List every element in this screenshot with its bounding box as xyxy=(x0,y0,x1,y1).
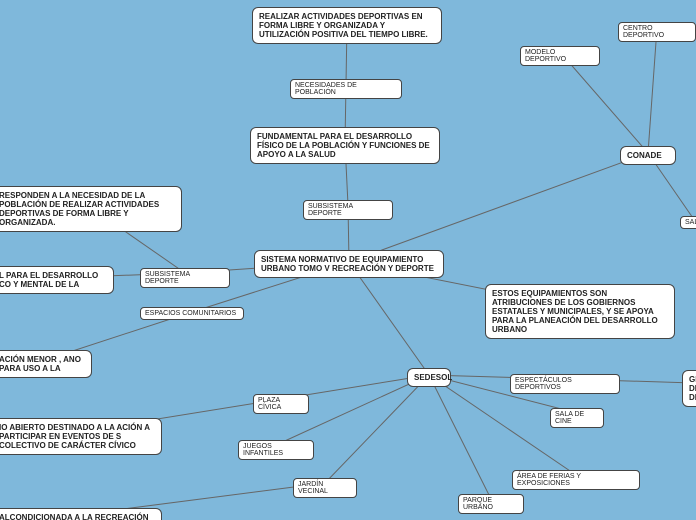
node-n_juegos[interactable]: JUEGOS INFANTILES xyxy=(238,440,314,460)
node-n_equip[interactable]: ESTOS EQUIPAMIENTOS SON ATRIBUCIONES DE … xyxy=(485,284,675,339)
node-n_conade[interactable]: CONADE xyxy=(620,146,676,165)
node-n_subsdep1[interactable]: SUBSISTEMA DEPORTE xyxy=(303,200,393,220)
node-n_espcom[interactable]: ESPACIOS COMUNITARIOS xyxy=(140,307,244,320)
node-n_abierto[interactable]: IO ABIERTO DESTINADO A LA ACIÓN A PARTIC… xyxy=(0,418,162,455)
node-n_jardin[interactable]: JARDÍN VECINAL xyxy=(293,478,357,498)
node-n_subsdep2[interactable]: SUBSISTEMA DEPORTE xyxy=(140,268,230,288)
node-n_resp[interactable]: RESPONDEN A LA NECESIDAD DE LA POBLACIÓN… xyxy=(0,186,182,232)
node-n_espect[interactable]: ESPECTÁCULOS DEPORTIVOS xyxy=(510,374,620,394)
node-n_desfm[interactable]: L PARA EL DESARROLLO CO Y MENTAL DE LA xyxy=(0,266,114,294)
node-n_sedesol[interactable]: SEDESOL xyxy=(407,368,451,387)
node-n_gr[interactable]: GR DE DIV xyxy=(682,370,696,407)
node-n_title[interactable]: REALIZAR ACTIVIDADES DEPORTIVAS EN FORMA… xyxy=(252,7,442,44)
node-n_sistema[interactable]: SISTEMA NORMATIVO DE EQUIPAMIENTO URBANO… xyxy=(254,250,444,278)
node-n_sala[interactable]: SALA DE CINE xyxy=(550,408,604,428)
node-n_centro[interactable]: CENTRO DEPORTIVO xyxy=(618,22,696,42)
node-n_salon[interactable]: SALÓN xyxy=(680,216,696,229)
node-n_menor[interactable]: ACIÓN MENOR , ANO PARA USO A LA xyxy=(0,350,92,378)
node-n_acond[interactable]: ALCONDICIONADA A LA RECREACIÓN xyxy=(0,508,162,520)
node-n_plaza[interactable]: PLAZA CÍVICA xyxy=(253,394,309,414)
node-n_neces[interactable]: NECESIDADES DE POBLACIÓN xyxy=(290,79,402,99)
node-n_modelo[interactable]: MODELO DEPORTIVO xyxy=(520,46,600,66)
node-n_ferias[interactable]: ÁREA DE FERIAS Y EXPOSICIONES xyxy=(512,470,640,490)
node-n_fund[interactable]: FUNDAMENTAL PARA EL DESARROLLO FÍSICO DE… xyxy=(250,127,440,164)
node-n_parque[interactable]: PARQUE URBANO xyxy=(458,494,524,514)
nodes-layer: REALIZAR ACTIVIDADES DEPORTIVAS EN FORMA… xyxy=(0,0,696,520)
